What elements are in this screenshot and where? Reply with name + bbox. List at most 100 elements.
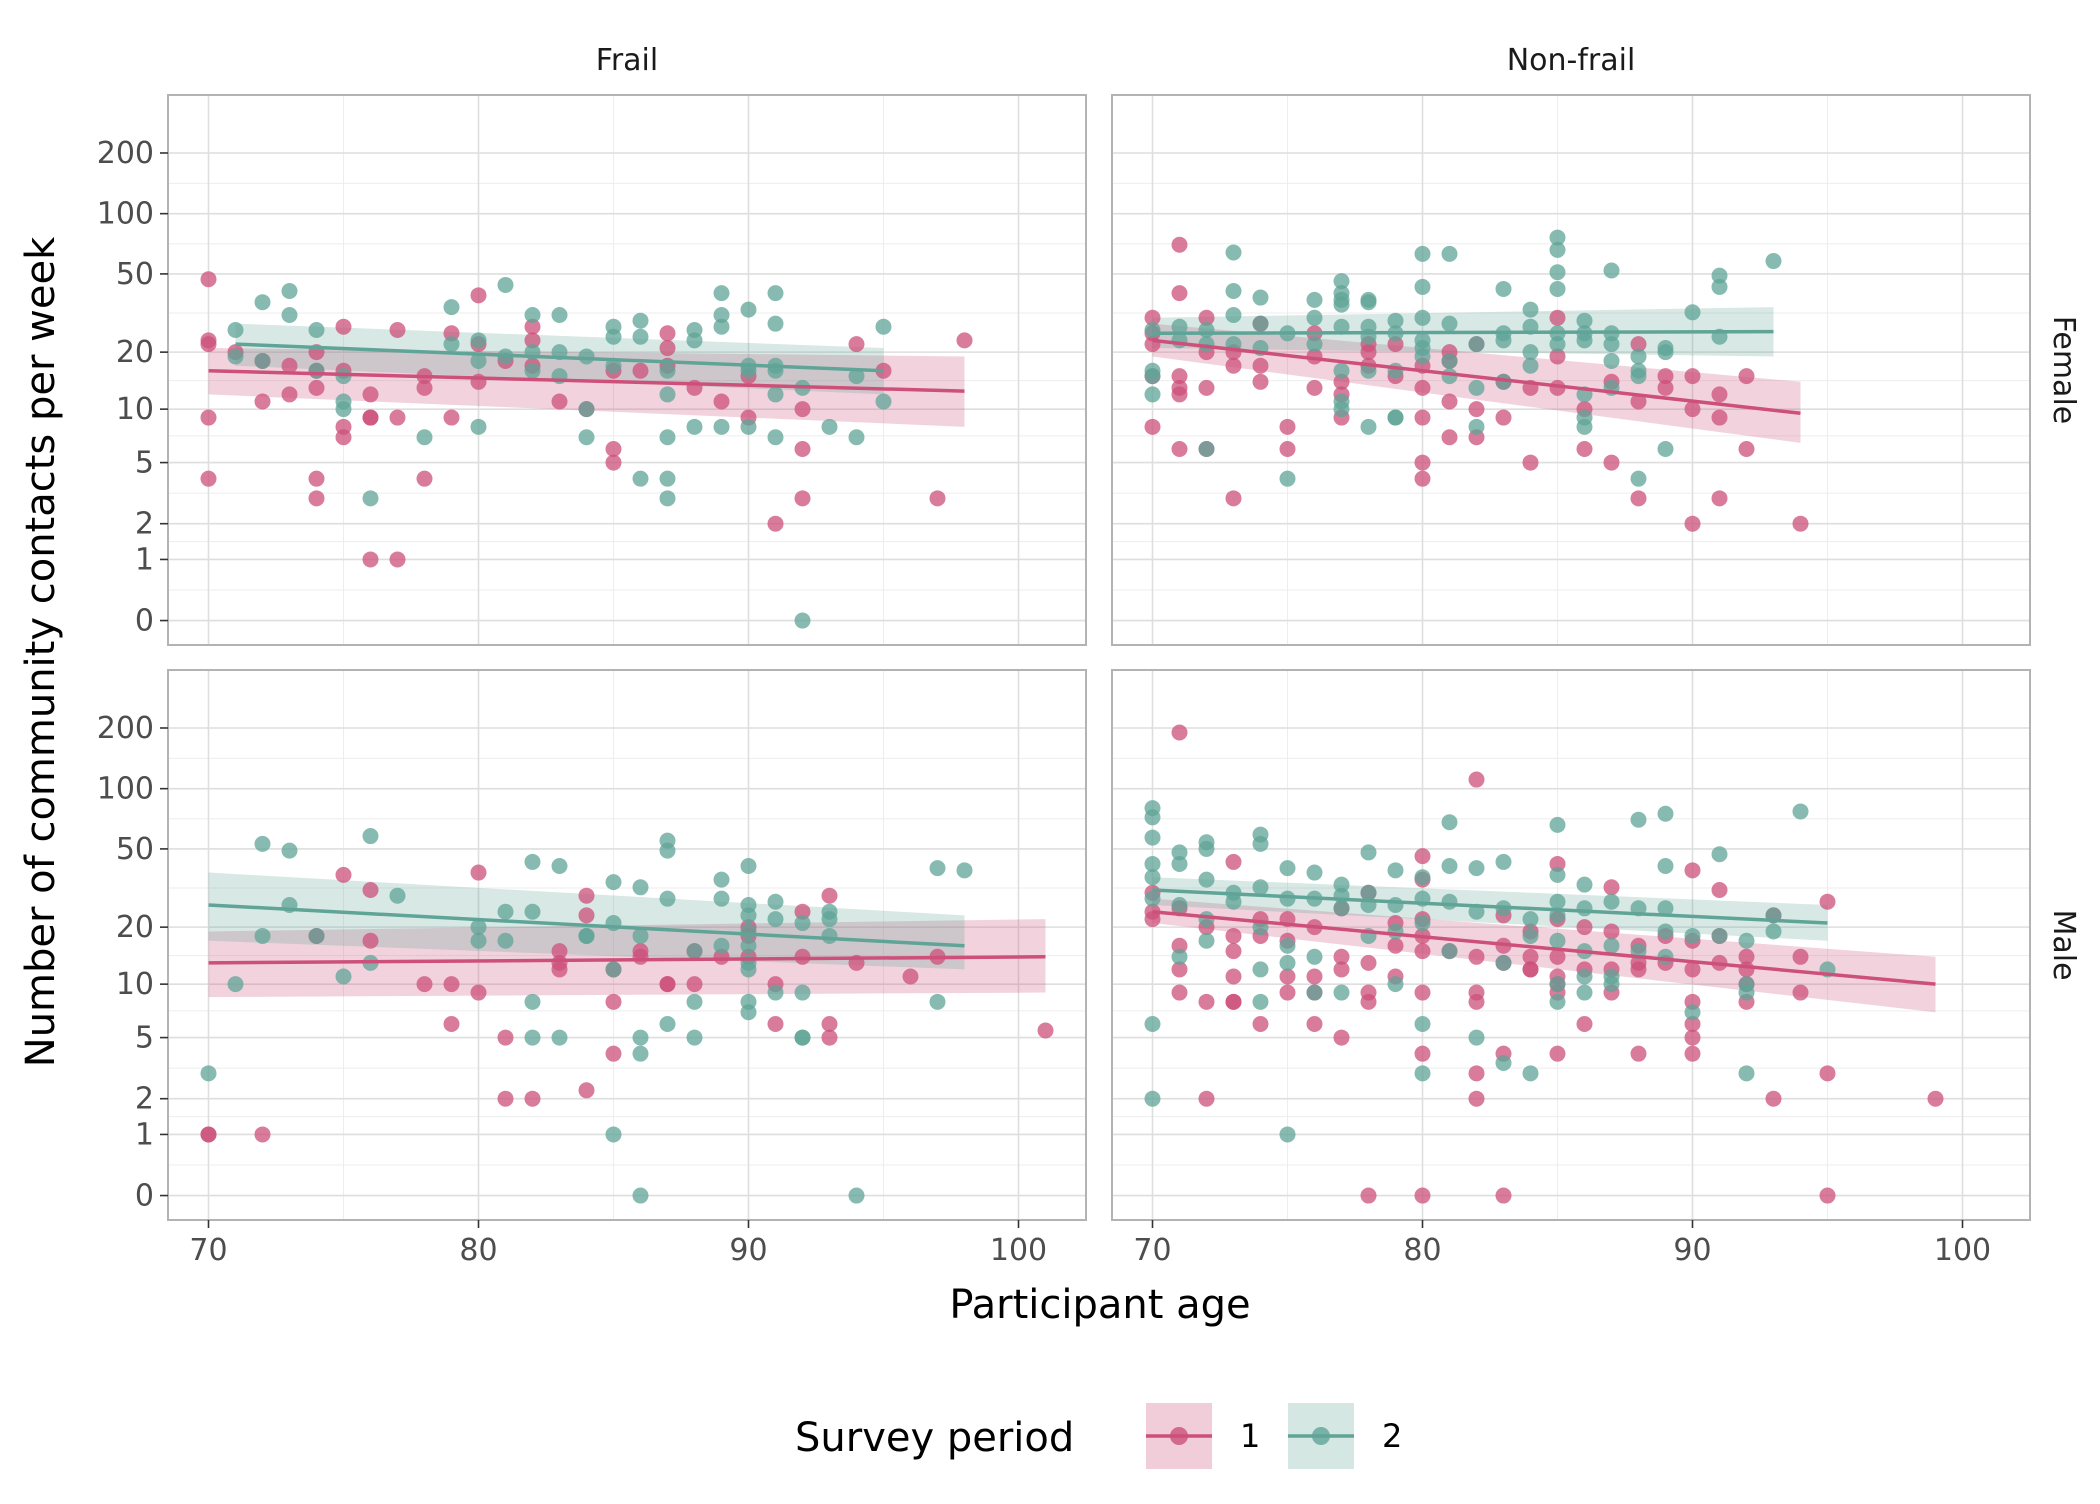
data-point-period-1 (659, 325, 676, 342)
data-point-period-2 (1252, 879, 1269, 896)
data-point-period-2 (767, 911, 784, 928)
data-point-period-2 (1711, 846, 1728, 863)
data-point-period-2 (929, 993, 946, 1010)
data-point-period-2 (659, 490, 676, 507)
data-point-period-1 (1171, 285, 1188, 302)
data-point-period-2 (470, 919, 487, 936)
data-point-period-2 (713, 890, 730, 907)
data-point-period-2 (1738, 932, 1755, 949)
data-point-period-2 (1441, 315, 1458, 332)
panel-non-frail-male: 70 80 90 100 (1111, 669, 2031, 1268)
data-point-period-1 (1792, 948, 1809, 965)
data-point-period-2 (1549, 866, 1566, 883)
data-point-period-2 (794, 1029, 811, 1046)
data-point-period-1 (416, 976, 433, 993)
data-point-period-2 (659, 1015, 676, 1032)
data-point-period-2 (1198, 932, 1215, 949)
data-point-period-2 (740, 858, 757, 875)
data-point-period-2 (524, 993, 541, 1010)
data-point-period-2 (1252, 289, 1269, 306)
y-tick-label: 50 (116, 832, 154, 867)
data-point-period-1 (1468, 1090, 1485, 1107)
fit-line-period-1 (1152, 910, 1936, 986)
data-point-period-1 (1684, 401, 1701, 418)
y-tick-label: 2 (135, 1082, 154, 1117)
data-point-period-1 (1171, 937, 1188, 954)
data-point-period-1 (1414, 409, 1431, 426)
data-point-period-1 (605, 454, 622, 471)
data-point-period-2 (1522, 301, 1539, 318)
data-point-period-2 (740, 937, 757, 954)
y-tick-label: 200 (97, 711, 154, 746)
data-point-period-1 (794, 903, 811, 920)
data-point-period-2 (1144, 855, 1161, 872)
data-point-period-2 (1414, 309, 1431, 326)
data-point-period-2 (1387, 896, 1404, 913)
data-point-period-1 (929, 490, 946, 507)
data-point-period-2 (227, 348, 244, 365)
data-point-period-1 (1603, 879, 1620, 896)
x-tick-label: 100 (990, 1233, 1047, 1268)
data-point-period-1 (470, 287, 487, 304)
data-point-period-1 (1225, 943, 1242, 960)
y-tick-label: 100 (97, 197, 154, 232)
data-point-period-2 (1576, 984, 1593, 1001)
data-point-period-2 (1198, 871, 1215, 888)
data-point-period-1 (389, 321, 406, 338)
data-point-period-1 (1711, 409, 1728, 426)
data-point-period-2 (524, 362, 541, 379)
data-point-period-1 (632, 948, 649, 965)
data-point-period-1 (1684, 961, 1701, 978)
data-point-period-2 (632, 1045, 649, 1062)
data-point-period-2 (281, 283, 298, 300)
data-point-period-2 (1333, 900, 1350, 917)
y-tick-label: 10 (116, 392, 154, 427)
data-point-period-2 (470, 332, 487, 349)
data-point-period-1 (362, 409, 379, 426)
data-point-period-2 (227, 321, 244, 338)
data-point-period-2 (497, 932, 514, 949)
data-point-period-2 (1630, 348, 1647, 365)
y-tick-label: 5 (135, 446, 154, 481)
data-point-period-2 (1414, 1065, 1431, 1082)
data-point-period-2 (659, 470, 676, 487)
data-point-period-2 (1387, 976, 1404, 993)
data-point-period-2 (524, 853, 541, 870)
data-point-period-2 (1198, 440, 1215, 457)
legend-label-1: 1 (1240, 1417, 1260, 1455)
data-point-period-2 (740, 923, 757, 940)
data-point-period-2 (1279, 860, 1296, 877)
data-point-period-2 (1144, 386, 1161, 403)
fit-line-period-2 (235, 342, 884, 373)
data-point-period-2 (1468, 336, 1485, 353)
data-point-period-2 (1306, 336, 1323, 353)
data-point-period-2 (443, 299, 460, 316)
data-point-period-2 (686, 943, 703, 960)
data-point-period-1 (443, 1015, 460, 1032)
data-point-period-2 (1333, 296, 1350, 313)
data-point-period-1 (254, 1126, 271, 1143)
data-point-period-2 (1252, 961, 1269, 978)
data-point-period-2 (821, 927, 838, 944)
data-point-period-1 (254, 393, 271, 410)
data-point-period-1 (1468, 1065, 1485, 1082)
y-tick-label: 100 (97, 772, 154, 807)
data-point-period-2 (767, 285, 784, 302)
data-point-period-1 (1333, 1029, 1350, 1046)
data-point-period-1 (1738, 961, 1755, 978)
data-point-period-2 (1252, 315, 1269, 332)
data-point-period-1 (1414, 943, 1431, 960)
data-point-period-1 (1279, 968, 1296, 985)
data-point-period-2 (1603, 937, 1620, 954)
data-point-period-2 (713, 937, 730, 954)
data-point-period-1 (1468, 993, 1485, 1010)
data-point-period-1 (362, 932, 379, 949)
data-point-period-1 (1144, 336, 1161, 353)
data-point-period-1 (605, 993, 622, 1010)
data-point-period-2 (362, 828, 379, 845)
data-point-period-1 (362, 386, 379, 403)
data-point-period-1 (1414, 848, 1431, 865)
data-point-period-2 (713, 307, 730, 323)
data-point-period-2 (929, 860, 946, 877)
data-point-period-2 (1333, 273, 1350, 290)
